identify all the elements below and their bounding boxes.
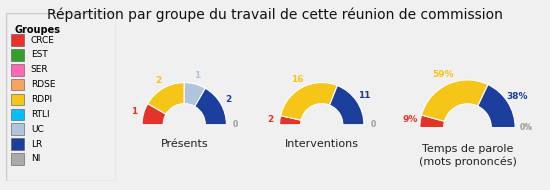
Wedge shape: [148, 83, 184, 114]
Bar: [11, 79, 24, 90]
Bar: [11, 49, 24, 61]
Text: Temps de parole
(mots prononcés): Temps de parole (mots prononcés): [419, 144, 516, 166]
Text: 0: 0: [233, 120, 238, 129]
Text: 59%: 59%: [432, 70, 454, 79]
Text: 0%: 0%: [519, 123, 532, 132]
Text: 38%: 38%: [506, 92, 527, 101]
Bar: [11, 153, 24, 165]
Wedge shape: [142, 104, 166, 125]
Text: 1: 1: [131, 107, 138, 116]
Wedge shape: [421, 80, 488, 121]
Wedge shape: [280, 83, 337, 120]
Text: Groupes: Groupes: [14, 25, 60, 35]
Wedge shape: [420, 115, 444, 128]
Text: RDPI: RDPI: [31, 95, 52, 104]
Text: 0%: 0%: [519, 123, 532, 132]
Text: 2: 2: [267, 115, 274, 124]
Text: 16: 16: [292, 75, 304, 84]
Text: 0: 0: [233, 120, 238, 129]
Wedge shape: [478, 85, 515, 128]
Bar: [11, 108, 24, 120]
Text: Présents: Présents: [161, 139, 208, 150]
Wedge shape: [279, 116, 301, 125]
Bar: [11, 123, 24, 135]
Text: 1: 1: [195, 70, 201, 80]
Bar: [11, 34, 24, 46]
Text: EST: EST: [31, 50, 47, 59]
Text: SER: SER: [31, 65, 48, 74]
Bar: [11, 94, 24, 105]
Text: 2: 2: [156, 76, 162, 85]
Text: 0: 0: [371, 120, 376, 129]
Text: 0: 0: [371, 120, 376, 129]
Text: NI: NI: [31, 154, 40, 163]
Text: UC: UC: [31, 125, 43, 134]
Wedge shape: [184, 83, 205, 106]
Text: 9%: 9%: [402, 115, 417, 124]
Wedge shape: [195, 88, 227, 125]
Bar: [11, 64, 24, 76]
Text: Répartition par groupe du travail de cette réunion de commission: Répartition par groupe du travail de cet…: [47, 8, 503, 22]
Bar: [11, 138, 24, 150]
Text: Interventions: Interventions: [285, 139, 359, 150]
Text: RTLI: RTLI: [31, 110, 50, 119]
Wedge shape: [329, 86, 364, 125]
Text: CRCE: CRCE: [31, 36, 54, 44]
Text: 2: 2: [226, 94, 232, 104]
Text: LR: LR: [31, 140, 42, 149]
Text: 11: 11: [358, 91, 371, 100]
Text: RDSE: RDSE: [31, 80, 56, 89]
